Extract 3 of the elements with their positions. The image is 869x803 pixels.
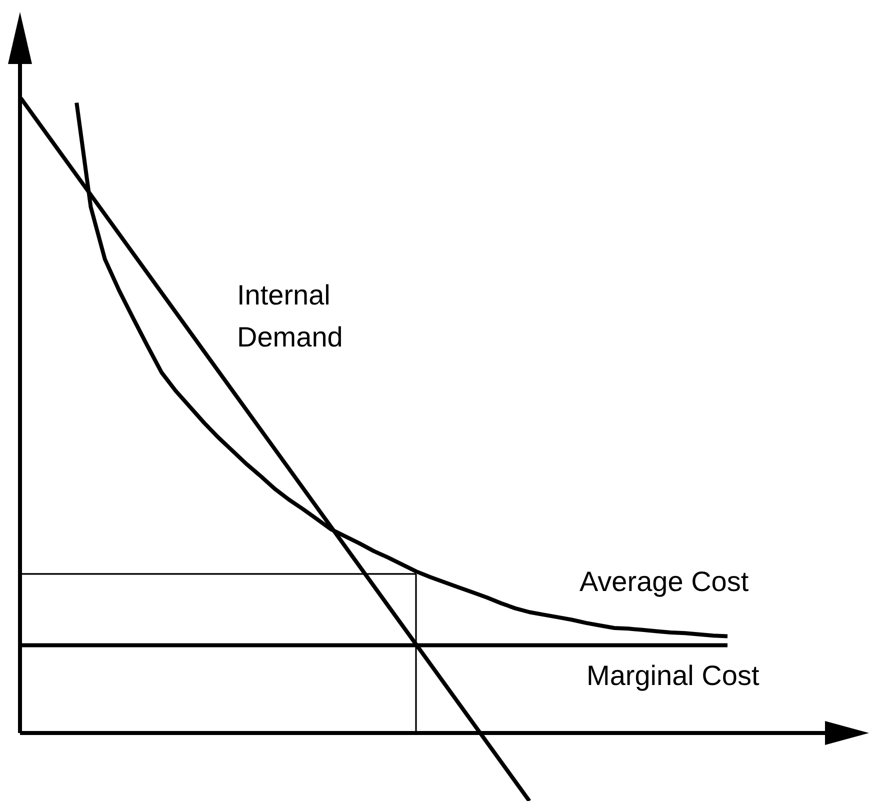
series-label: Marginal Cost [586, 660, 760, 691]
series-label: Internal Demand [237, 280, 343, 353]
series-label: Average Cost [580, 566, 749, 598]
